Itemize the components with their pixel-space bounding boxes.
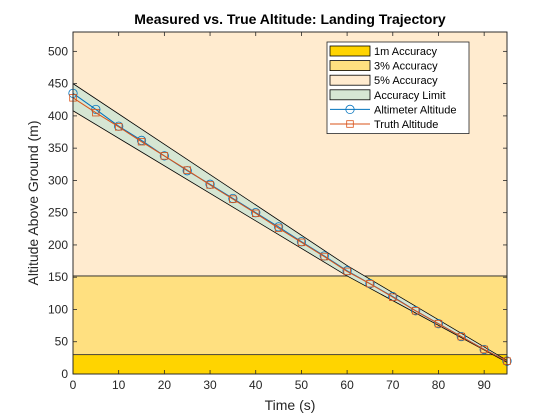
truth-altitude-point <box>137 137 146 146</box>
truth-altitude-point <box>457 332 466 341</box>
truth-altitude-point <box>206 181 214 189</box>
altimeter-altitude-point <box>456 331 466 342</box>
truth-altitude-point <box>183 166 191 174</box>
legend-5-accuracy-label: 5% Accuracy <box>374 75 438 87</box>
region-3-accuracy <box>72 275 508 356</box>
x-tick-label: 70 <box>386 378 400 392</box>
x-tick-label: 60 <box>340 378 354 392</box>
legend-1m-accuracy-swatch <box>329 45 371 57</box>
legend-5-accuracy-swatch <box>329 74 371 86</box>
y-tick-label: 0 <box>61 367 68 381</box>
truth-altitude-line <box>72 97 508 362</box>
region-1m-accuracy <box>72 354 508 375</box>
x-axis-title: Time (s) <box>265 397 316 413</box>
y-tick-label: 100 <box>48 302 68 316</box>
legend-1m-accuracy-label: 1m Accuracy <box>374 46 437 58</box>
legend-truth-altitude-swatch-marker <box>346 120 354 128</box>
altimeter-altitude-point <box>479 344 489 355</box>
truth-altitude-point <box>389 293 397 301</box>
x-tick-label: 20 <box>158 378 172 392</box>
y-tick-label: 150 <box>48 270 68 284</box>
altimeter-altitude-point <box>411 306 421 316</box>
legend-altimeter-altitude-swatch-marker <box>345 104 355 115</box>
truth-altitude-point <box>229 195 237 203</box>
x-tick-label: 50 <box>295 378 309 392</box>
altimeter-altitude-point <box>433 319 444 329</box>
legend-truth-altitude-label: Truth Altitude <box>374 119 438 131</box>
truth-altitude-point <box>297 238 306 247</box>
y-tick-label: 200 <box>48 238 68 252</box>
truth-altitude-point <box>274 224 283 232</box>
legend-accuracy-limit-label: Accuracy Limit <box>374 90 446 102</box>
truth-altitude-point <box>411 307 420 315</box>
altimeter-altitude-point <box>365 279 375 289</box>
altimeter-altitude-point <box>159 151 169 161</box>
legend-box <box>326 41 470 134</box>
x-tick-label: 90 <box>477 378 491 392</box>
chart-title: Measured vs. True Altitude: Landing Traj… <box>134 11 446 27</box>
truth-altitude-point <box>160 152 169 160</box>
x-tick-label: 10 <box>112 378 126 392</box>
y-tick-label: 450 <box>48 77 68 91</box>
y-axis-title: Altitude Above Ground (m) <box>25 121 41 286</box>
legend: 1m Accuracy 3% Accuracy 5% Accuracy Accurac… <box>326 41 470 134</box>
y-tick-label: 500 <box>48 44 68 58</box>
y-tick-label: 300 <box>48 173 68 187</box>
legend-altimeter-altitude-label: Altimeter Altitude <box>374 104 457 116</box>
plot-frame <box>72 31 508 375</box>
y-tick-label: 400 <box>48 109 68 123</box>
legend-3-accuracy-swatch <box>329 60 371 71</box>
truth-altitude-point <box>252 209 260 218</box>
x-axis-ticks: 0 10 20 30 40 50 60 70 80 90 <box>70 32 491 392</box>
truth-altitude-point <box>366 279 374 288</box>
legend-3-accuracy-label: 3% Accuracy <box>374 61 438 73</box>
x-tick-label: 80 <box>432 378 446 392</box>
truth-altitude-point <box>114 123 123 131</box>
y-tick-label: 350 <box>48 141 68 155</box>
x-tick-label: 0 <box>70 378 77 392</box>
legend-accuracy-limit-swatch <box>329 89 371 101</box>
truth-altitude-point <box>92 108 100 117</box>
truth-altitude-point <box>343 267 351 276</box>
truth-altitude-point <box>320 252 328 261</box>
truth-altitude-point <box>480 345 488 354</box>
y-axis-ticks: 0 50 100 150 200 250 300 350 400 450 500 <box>48 44 507 381</box>
y-tick-label: 250 <box>48 206 68 220</box>
x-tick-label: 30 <box>203 378 217 392</box>
truth-altitude-point <box>434 319 443 328</box>
y-tick-label: 50 <box>55 335 69 349</box>
x-tick-label: 40 <box>249 378 263 392</box>
series-lines <box>68 88 512 366</box>
